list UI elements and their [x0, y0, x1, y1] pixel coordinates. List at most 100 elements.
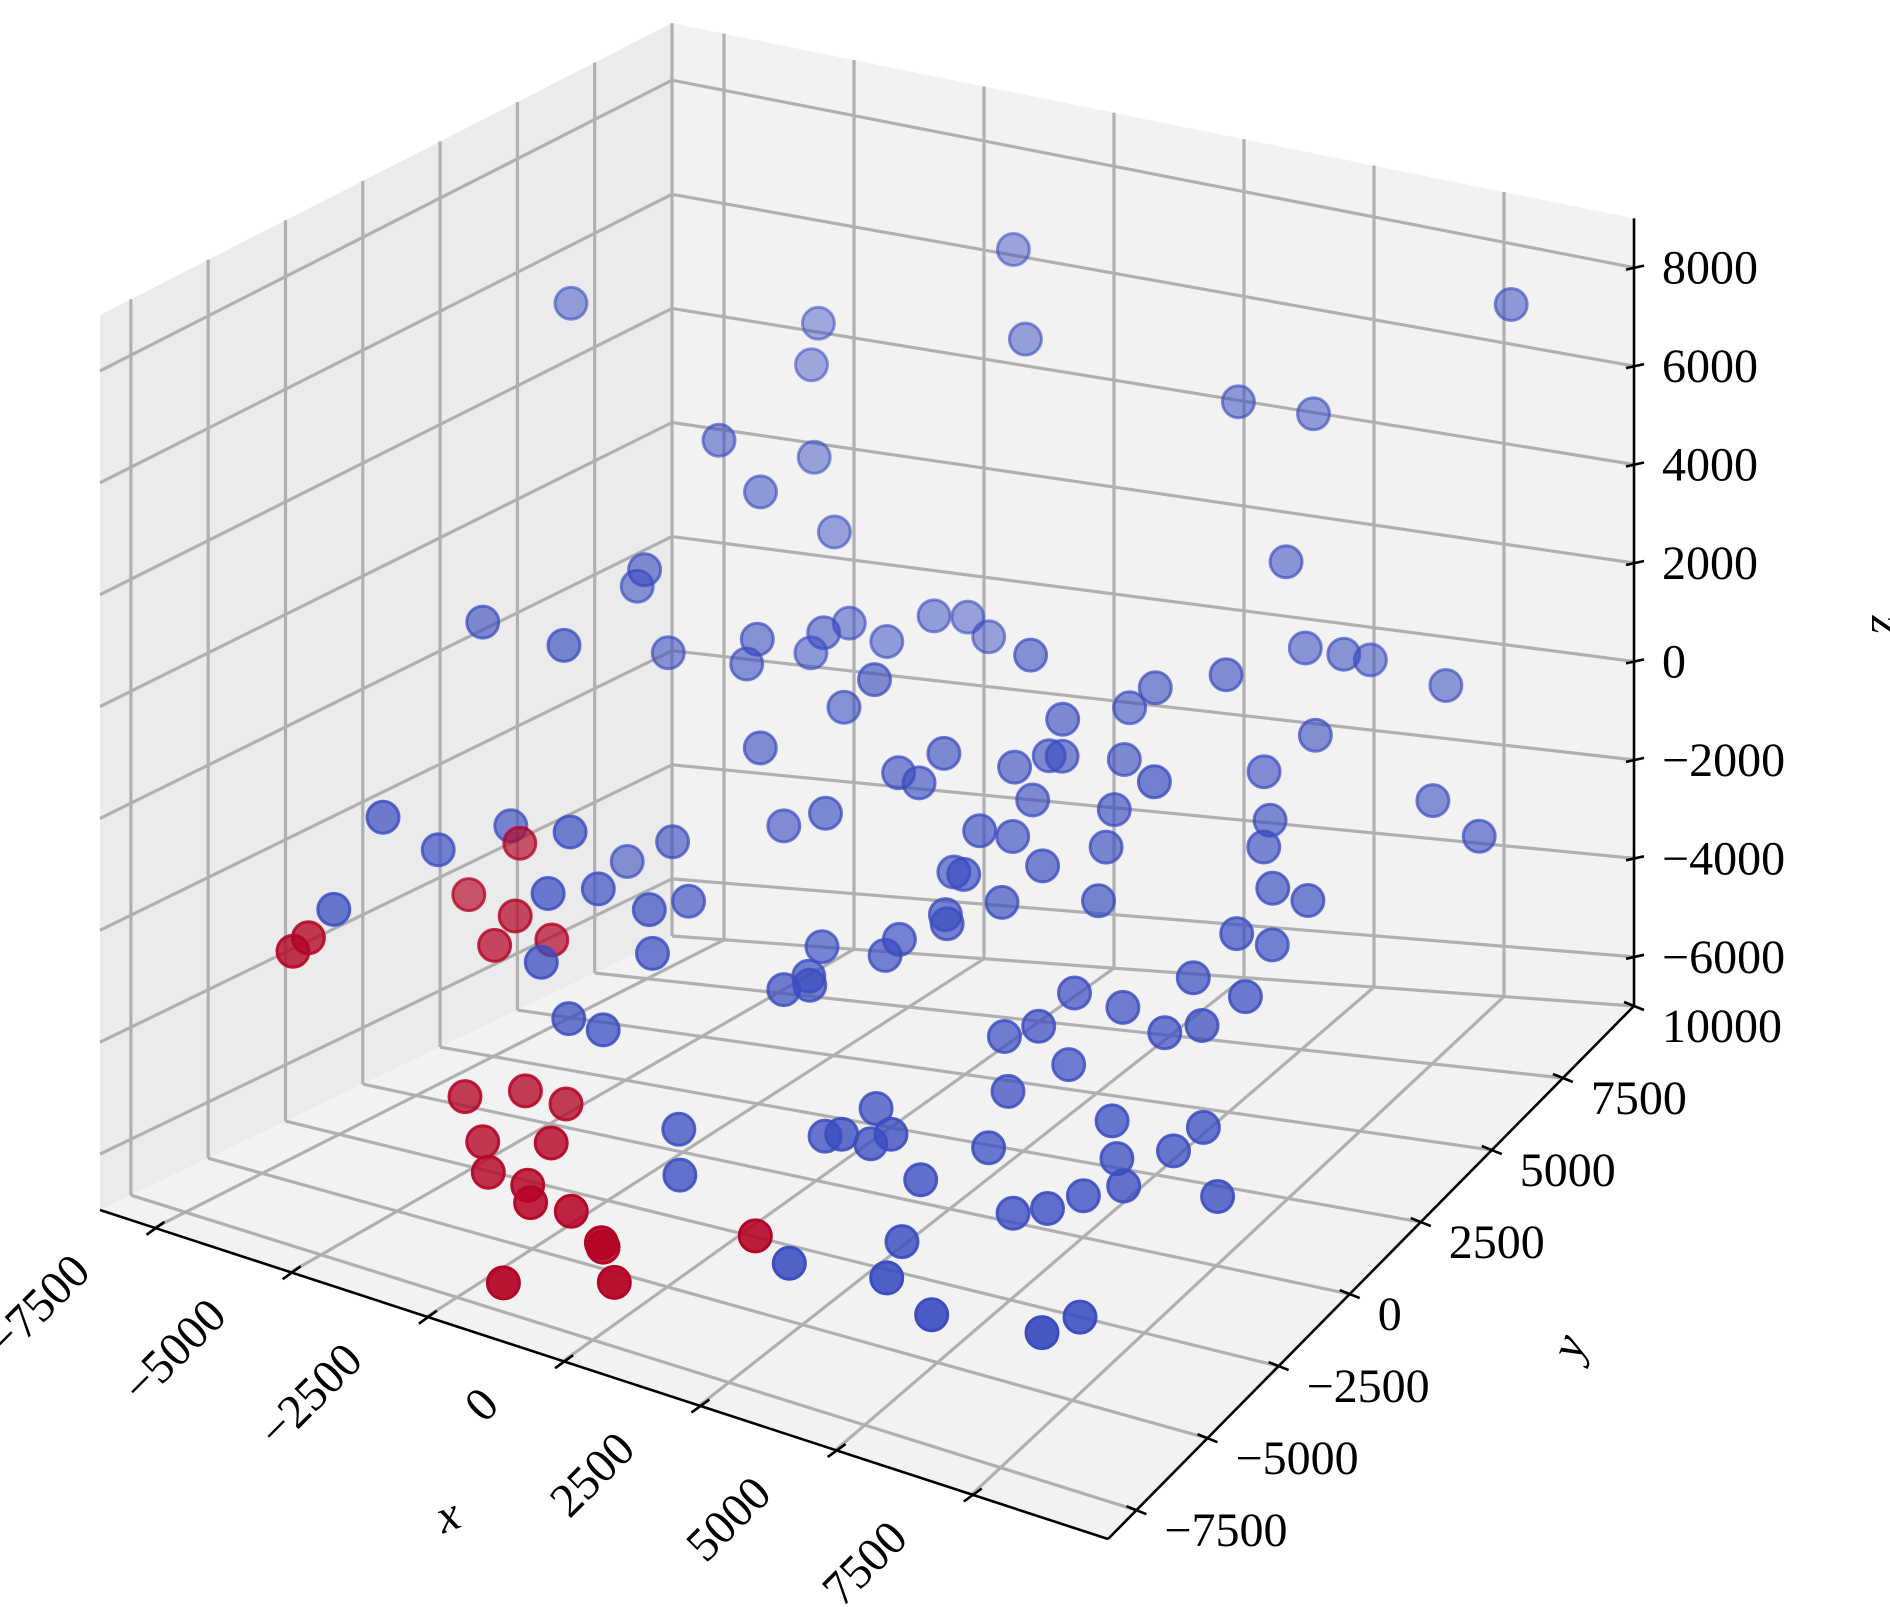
grid-line-z-back	[671, 192, 1635, 368]
blue-point	[1045, 701, 1081, 737]
blue-point	[1106, 742, 1142, 777]
z-tick-label: 4000	[1662, 439, 1758, 492]
red-point	[553, 1193, 589, 1229]
y-tick-mark	[1552, 1072, 1574, 1084]
blue-point	[662, 1157, 698, 1193]
blue-point	[1015, 782, 1051, 818]
blue-point	[926, 735, 962, 771]
red-point	[447, 1079, 483, 1115]
blue-point	[869, 1260, 905, 1296]
blue-point	[1024, 1315, 1060, 1351]
blue-point	[971, 1130, 1007, 1166]
grid-line-z-back	[671, 420, 1635, 565]
blue-point	[1268, 544, 1304, 580]
z-tick-mark	[1625, 461, 1645, 468]
blue-point	[1136, 764, 1172, 800]
y-tick-mark	[1481, 1144, 1503, 1156]
blue-point	[995, 819, 1031, 854]
blue-point	[806, 615, 842, 651]
blue-point	[1185, 1109, 1221, 1145]
data-points	[275, 232, 1529, 1351]
blue-point	[1057, 975, 1092, 1011]
blue-point	[766, 808, 802, 844]
x-tick-mark	[690, 1398, 711, 1414]
blue-point	[627, 552, 663, 588]
blue-point	[1156, 1133, 1191, 1169]
blue-point	[1246, 829, 1282, 865]
z-tick-mark	[1625, 362, 1645, 370]
blue-point	[580, 871, 616, 907]
grid-line-y-floor	[207, 1156, 1208, 1440]
red-point	[275, 933, 311, 969]
red-point	[548, 1086, 584, 1122]
y-tick-label: 0	[1378, 1288, 1402, 1341]
red-point	[451, 877, 487, 913]
blue-point	[1044, 738, 1080, 774]
blue-point	[995, 232, 1031, 267]
blue-point	[916, 598, 952, 634]
grid-line-z-back	[671, 306, 1635, 467]
grid-line-x-floor	[834, 985, 1376, 1452]
grid-line-z-back	[671, 78, 1635, 270]
grid-line-y-floor	[130, 1193, 1137, 1512]
blue-point	[1220, 384, 1256, 420]
y-axis-label: y	[1538, 1327, 1597, 1370]
grid-line-z-back	[671, 535, 1635, 663]
blue-point	[990, 1073, 1026, 1109]
blue-point	[808, 795, 843, 831]
blue-point	[1461, 818, 1497, 854]
blue-point	[914, 1297, 950, 1333]
z-tick-label: −2000	[1662, 734, 1785, 787]
z-tick-mark	[1625, 264, 1645, 271]
grid-line-z-left	[99, 78, 673, 373]
y-tick-mark	[1197, 1432, 1218, 1444]
blue-point	[546, 627, 582, 663]
blue-point	[552, 814, 588, 850]
blue-point	[857, 662, 892, 698]
blue-point	[1105, 989, 1141, 1025]
floor-pane	[100, 936, 1634, 1539]
blue-point	[869, 624, 905, 659]
blue-point	[800, 305, 836, 341]
blue-point	[1081, 883, 1116, 919]
blue-point	[635, 935, 670, 971]
grid-line-z-left	[99, 763, 673, 1044]
red-point	[583, 1225, 619, 1261]
z-axis-label: z	[1861, 615, 1890, 635]
grid-line-y-floor	[285, 1119, 1279, 1368]
blue-point	[1415, 783, 1451, 819]
blue-point	[1326, 636, 1362, 672]
x-tick-mark	[281, 1265, 302, 1281]
blue-point	[1106, 1168, 1142, 1204]
blue-point	[867, 937, 903, 973]
z-tick-mark	[1625, 658, 1645, 665]
grid-line-y-floor	[594, 971, 1564, 1080]
blue-point	[984, 884, 1020, 920]
red-point	[485, 1265, 521, 1301]
grid-lines	[99, 23, 1635, 1512]
z-tick-mark	[1625, 953, 1645, 961]
axis-lines	[99, 218, 1636, 1541]
grid-line-x-floor	[562, 966, 1115, 1363]
blue-point	[609, 844, 645, 879]
blue-point	[796, 439, 832, 475]
blue-point	[1096, 792, 1132, 828]
red-point	[502, 825, 538, 861]
grid-line-z-left	[99, 421, 673, 709]
blue-point	[1493, 287, 1529, 322]
y-tick-mark	[1623, 1000, 1645, 1012]
blue-point	[995, 1195, 1031, 1231]
blue-point	[884, 1224, 920, 1260]
blue-point	[1137, 670, 1173, 706]
blue-point	[551, 1001, 587, 1037]
blue-point	[804, 929, 840, 965]
blue-point	[929, 906, 965, 942]
blue-point	[316, 891, 352, 927]
x-tick-label: 2500	[540, 1422, 645, 1527]
x-tick-mark	[963, 1487, 983, 1503]
grid-line-z-left	[99, 306, 673, 597]
y-tick-label: −5000	[1236, 1432, 1359, 1485]
blue-point	[986, 1019, 1022, 1054]
grid-line-z-back	[671, 877, 1635, 959]
